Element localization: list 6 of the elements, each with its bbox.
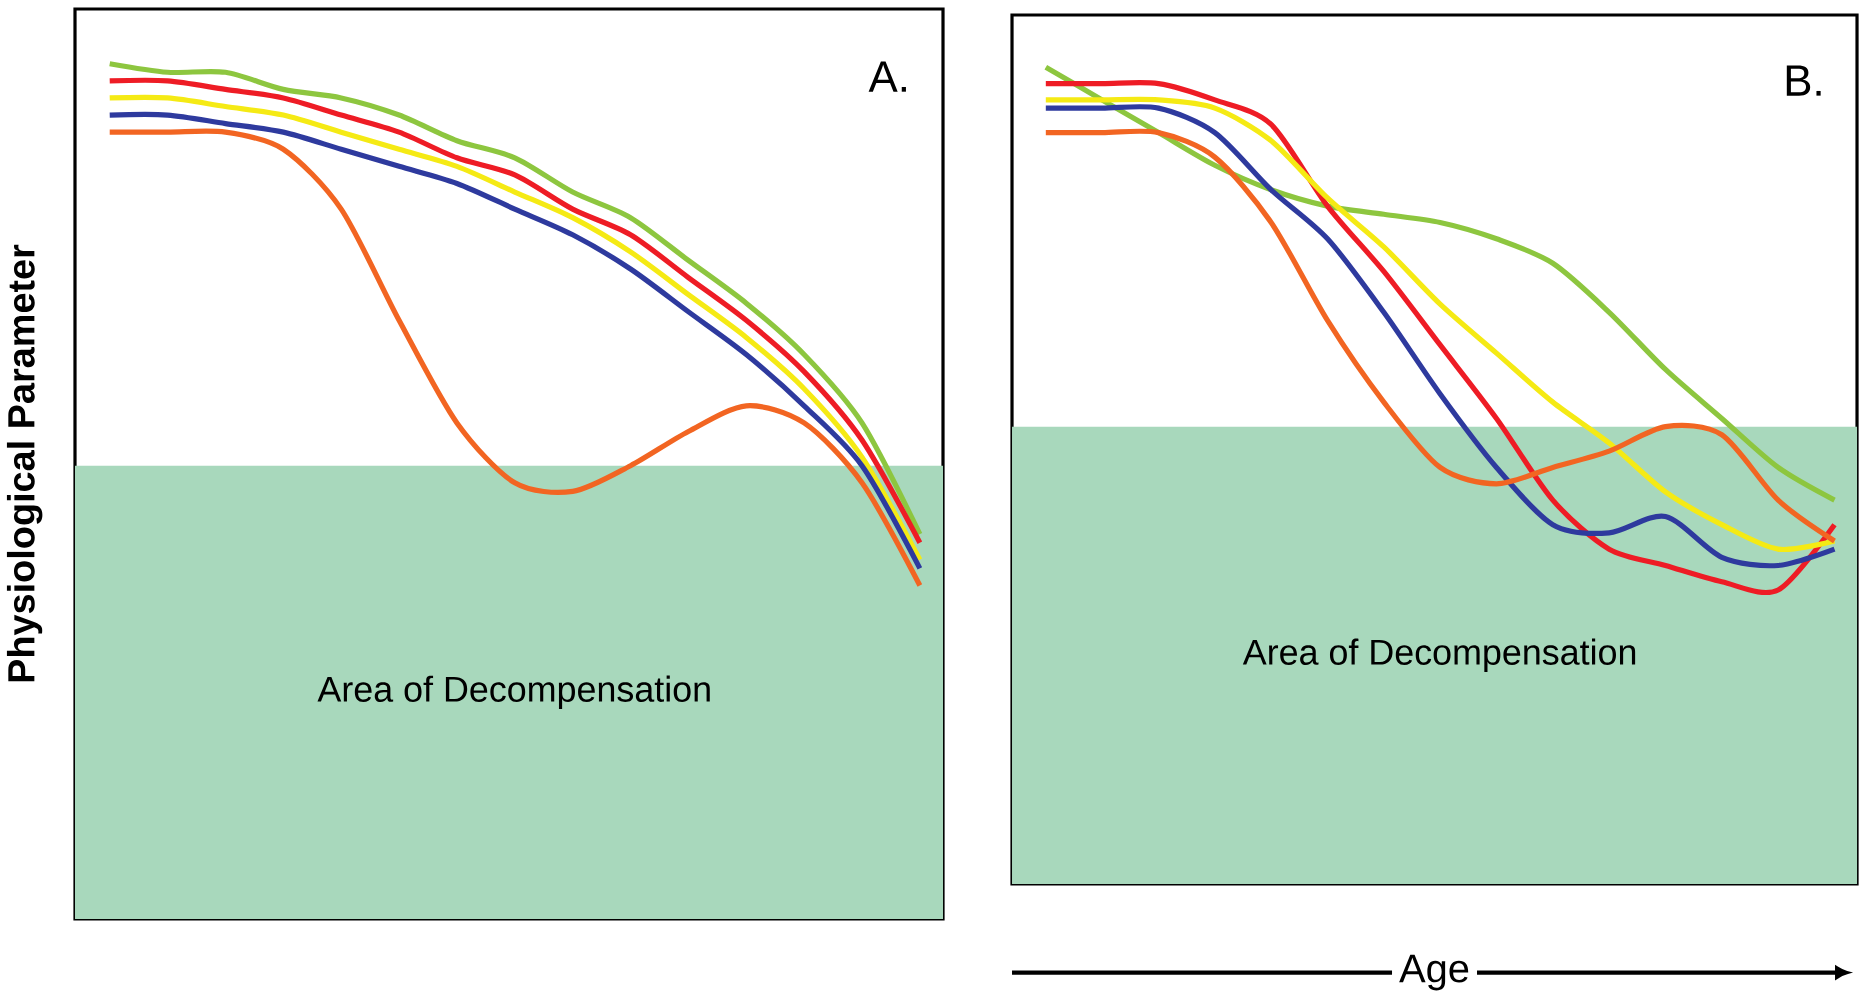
y-axis-title: Physiological Parameter [6,244,43,682]
band-label: Area of Decompensation [317,675,710,710]
band-label: Area of Decompensation [1242,638,1636,673]
annotation: B. [1786,65,1821,96]
x-axis-title: Age [1399,954,1469,991]
annotation: A. [868,61,906,92]
